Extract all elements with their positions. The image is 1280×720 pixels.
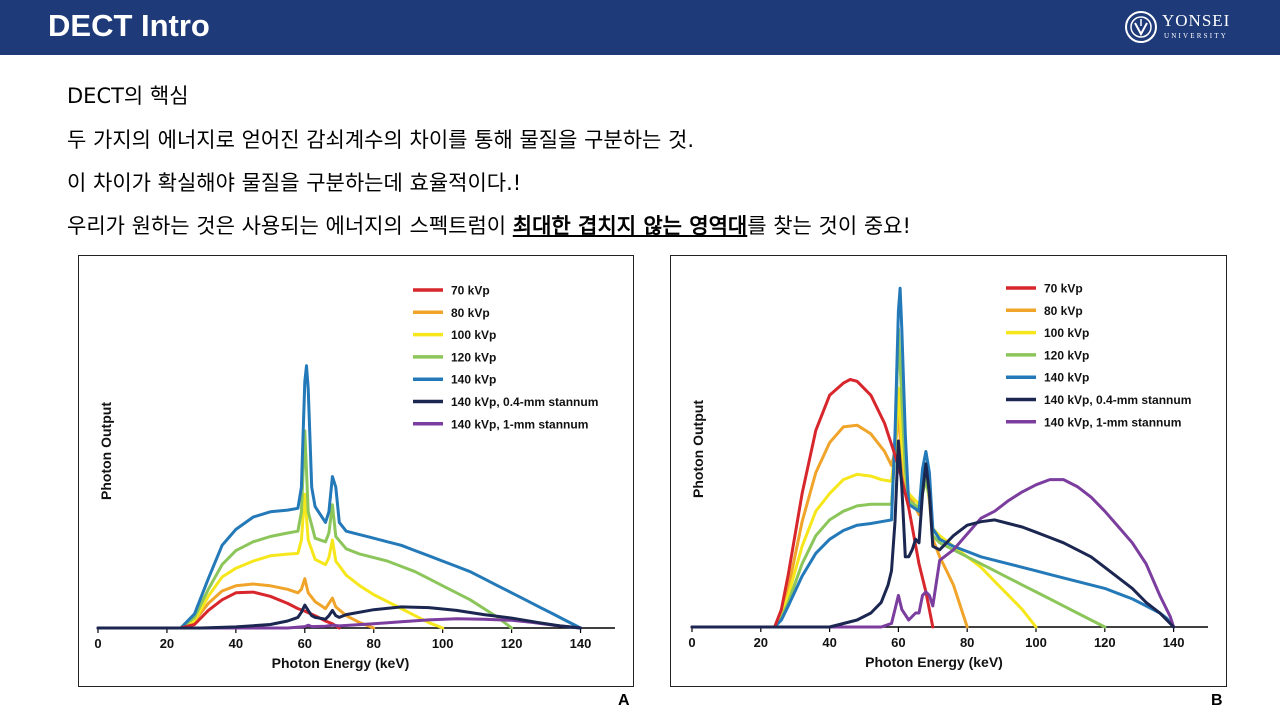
legend-label: 100 kVp: [1044, 326, 1089, 340]
legend-label: 140 kVp, 1-mm stannum: [451, 417, 588, 431]
y-axis-label: Photon Output: [98, 402, 114, 500]
legend-label: 140 kVp, 0.4-mm stannum: [451, 395, 598, 409]
spectrum-chart-a: 0 20 40 60 80 100 120 140 Photon Energy (keV) Pho…: [94, 284, 615, 671]
series-line: [96, 577, 376, 630]
x-tick-label: 20: [754, 635, 768, 650]
series-line: [690, 386, 1038, 629]
x-axis-label: Photon Energy (keV): [272, 655, 410, 671]
x-tick-label: 120: [501, 636, 523, 651]
panel-label-a: A: [618, 692, 630, 709]
series-line: [96, 492, 445, 630]
legend-label: 70 kVp: [451, 284, 490, 298]
text-line-2: 두 가지의 에너지로 얻어진 감쇠계수의 차이를 통해 물질을 구분하는 것.: [67, 128, 695, 152]
text-line-4-post: 를 찾는 것이 중요!: [747, 214, 911, 238]
text-line-4-pre: 우리가 원하는 것은 사용되는 에너지의 스펙트럼이: [67, 214, 513, 238]
x-axis-label: Photon Energy (keV): [865, 654, 1003, 670]
x-tick-label: 100: [1025, 635, 1047, 650]
x-tick-label: 0: [688, 635, 695, 650]
legend-label: 140 kVp: [1044, 371, 1089, 385]
series-line: [690, 478, 1176, 629]
university-logo: YONSEI UNIVERSITY: [1124, 8, 1244, 48]
x-tick-label: 100: [432, 636, 454, 651]
chart-panel-a: 0 20 40 60 80 100 120 140 Photon Energy (keV) Pho…: [78, 255, 634, 687]
legend-label: 140 kVp, 0.4-mm stannum: [1044, 393, 1191, 407]
chart-panel-b: 0 20 40 60 80 100 120 140 Photon Energy (keV) Pho…: [670, 255, 1227, 687]
series-line: [690, 378, 935, 629]
legend-label: 120 kVp: [451, 350, 496, 364]
legend-label: 140 kVp, 1-mm stannum: [1044, 415, 1181, 429]
text-line-4-emphasis: 최대한 겹치지 않는 영역대: [512, 214, 748, 238]
series-line: [96, 364, 582, 630]
x-tick-label: 120: [1094, 635, 1116, 650]
x-tick-label: 40: [229, 636, 243, 651]
series-line: [96, 603, 582, 630]
x-tick-label: 20: [160, 636, 174, 651]
legend-label: 70 kVp: [1044, 282, 1083, 296]
text-line-3: 이 차이가 확실해야 물질을 구분하는데 효율적이다.!: [67, 171, 522, 195]
legend-label: 140 kVp: [451, 373, 496, 387]
x-tick-label: 140: [1163, 635, 1185, 650]
slide-title: DECT Intro: [48, 8, 210, 43]
logo-subtitle: UNIVERSITY: [1164, 32, 1228, 40]
x-tick-label: 40: [822, 635, 836, 650]
series-line: [690, 327, 1107, 629]
x-tick-label: 60: [891, 635, 905, 650]
logo-name: YONSEI: [1162, 11, 1231, 30]
yonsei-emblem-icon: [1125, 11, 1157, 43]
text-line-1: DECT의 핵심: [67, 84, 189, 108]
x-tick-label: 80: [366, 636, 380, 651]
series-line: [690, 439, 1176, 629]
legend-label: 80 kVp: [451, 306, 490, 320]
x-tick-label: 0: [94, 636, 101, 651]
text-line-4: 우리가 원하는 것은 사용되는 에너지의 스펙트럼이 최대한 겹치지 않는 영역…: [67, 210, 911, 240]
series-line: [96, 429, 514, 630]
series-line: [690, 286, 1176, 629]
legend-label: 100 kVp: [451, 328, 496, 342]
x-tick-label: 80: [960, 635, 974, 650]
panel-label-b: B: [1211, 692, 1223, 709]
x-tick-label: 140: [570, 636, 592, 651]
title-bar: DECT Intro YONSEI UNIVERSITY: [0, 0, 1280, 55]
legend-label: 120 kVp: [1044, 348, 1089, 362]
y-axis-label: Photon Output: [690, 400, 706, 498]
spectrum-chart-b: 0 20 40 60 80 100 120 140 Photon Energy (keV) Pho…: [688, 282, 1208, 670]
x-tick-label: 60: [298, 636, 312, 651]
legend-label: 80 kVp: [1044, 304, 1083, 318]
